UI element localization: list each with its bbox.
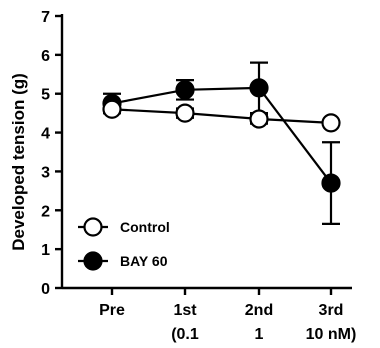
y-tick-label: 7 (41, 9, 50, 26)
y-tick-label: 0 (41, 281, 50, 298)
legend-label: BAY 60 (120, 253, 168, 269)
x-tick-sublabel: 10 nM) (306, 326, 357, 343)
x-tick-sublabel: (0.1 (171, 326, 199, 343)
data-point (249, 78, 269, 98)
x-tick-sublabel: 1 (255, 326, 264, 343)
series-bay-60 (102, 61, 341, 225)
legend: Control BAY 60 (78, 217, 170, 271)
y-tick-label: 5 (41, 87, 50, 104)
data-point (175, 103, 195, 123)
data-point (102, 99, 122, 119)
y-axis-title: Developed tension (g) (9, 73, 28, 251)
x-tick-label: 1st (173, 302, 197, 319)
legend-label: Control (120, 219, 170, 235)
legend-item: Control (78, 217, 170, 237)
y-tick-label: 6 (41, 48, 50, 65)
y-tick-label: 3 (41, 164, 50, 181)
y-tick-label: 2 (41, 203, 50, 220)
series-layer (102, 61, 341, 225)
axes: 0 1 2 3 4 5 6 7 Pre 1st (0.1 2nd 1 3rd 10 nM) (41, 9, 356, 343)
x-tick-label: 2nd (245, 302, 273, 319)
data-point (175, 80, 195, 100)
legend-item: BAY 60 (78, 251, 168, 271)
data-point (321, 173, 341, 193)
y-tick-label: 1 (41, 242, 50, 259)
series-line (111, 108, 332, 124)
data-point (249, 109, 269, 129)
x-tick-label: 3rd (319, 302, 344, 319)
series-line (111, 86, 332, 184)
legend-marker (83, 217, 103, 237)
series-control (102, 99, 341, 133)
y-tick-label: 4 (41, 126, 50, 143)
x-tick-label: Pre (99, 302, 125, 319)
legend-marker (83, 251, 103, 271)
data-point (321, 113, 341, 133)
